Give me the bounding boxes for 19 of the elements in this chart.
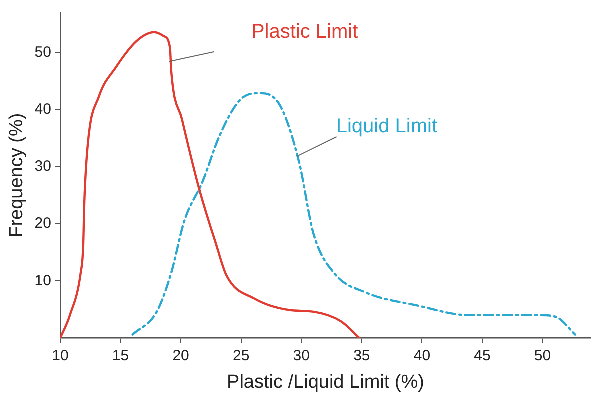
y-tick-label: 30 [34,158,52,176]
x-tick-label: 15 [112,347,130,364]
line-series [132,92,576,336]
y-tick-label: 40 [34,101,52,118]
text: Liquid Limit [336,115,438,138]
y-tick-label: 10 [34,272,52,290]
x-tick-label: 25 [233,347,250,364]
x-tick-label: 10 [52,347,69,364]
x-axis-title: Plastic /Liquid Limit (%) [227,372,424,393]
x-tick-label: 35 [354,347,370,364]
x-tick-label: 50 [534,347,552,364]
y-axis-title: Frequency (%) [6,113,28,238]
x-tick-label: 30 [293,347,310,364]
x-tick-label: 20 [172,347,190,364]
x-tick-label: 40 [414,347,431,364]
y-tick-label: 50 [34,44,52,62]
x-tick-label: 45 [474,347,491,364]
y-tick-label: 20 [34,215,52,232]
text: Plastic Limit [251,21,359,44]
